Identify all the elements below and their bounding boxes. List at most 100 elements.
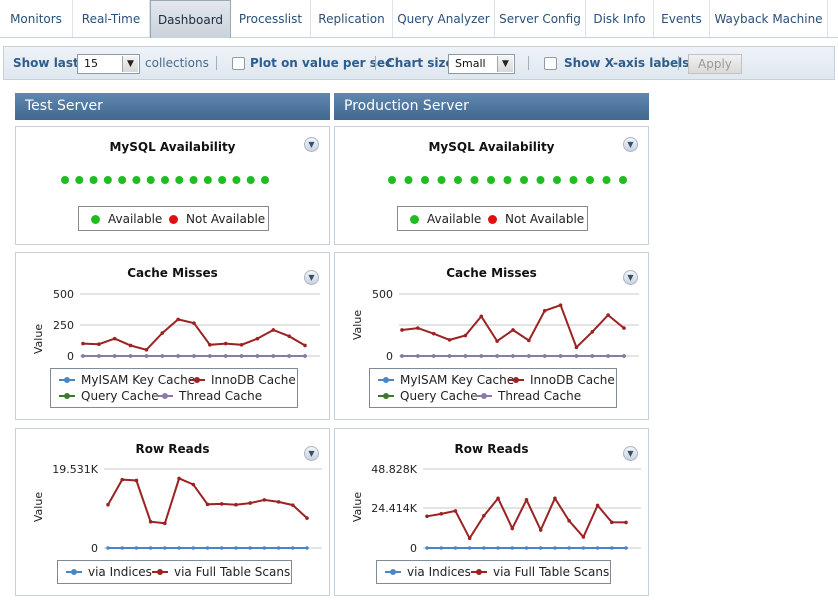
legend-innodb-cache[interactable]: InnoDB Cache bbox=[189, 373, 296, 387]
data-point bbox=[148, 519, 153, 524]
availability-point bbox=[586, 176, 594, 184]
show-last-label: Show last bbox=[13, 56, 79, 70]
legend-not-available[interactable]: Not Available bbox=[169, 212, 265, 226]
plot-per-sec-label[interactable]: Plot on value per sec bbox=[250, 56, 393, 70]
legend-available[interactable]: Available bbox=[410, 212, 481, 226]
tab-replication[interactable]: Replication bbox=[311, 0, 393, 37]
data-point bbox=[463, 333, 468, 338]
availability-point bbox=[553, 176, 561, 184]
legend-via-indices[interactable]: via Indices bbox=[385, 565, 471, 579]
tab-disk-info[interactable]: Disk Info bbox=[586, 0, 654, 37]
chevron-down-icon[interactable]: ▼ bbox=[497, 56, 513, 72]
divider bbox=[375, 56, 376, 70]
data-point bbox=[400, 354, 404, 358]
plot-per-sec-checkbox[interactable] bbox=[232, 57, 245, 70]
data-point bbox=[239, 343, 244, 347]
availability-point bbox=[404, 176, 413, 184]
tab-server-config[interactable]: Server Config bbox=[495, 0, 586, 37]
data-point bbox=[567, 546, 571, 550]
show-last-value: 15 bbox=[84, 57, 98, 70]
legend-not-available[interactable]: Not Available bbox=[488, 212, 584, 226]
data-point bbox=[248, 546, 252, 550]
availability-point bbox=[103, 176, 112, 184]
legend-via-full-table-scans[interactable]: via Full Table Scans bbox=[471, 565, 609, 579]
chart-menu-icon[interactable]: ▼ bbox=[304, 446, 319, 461]
data-point bbox=[205, 502, 210, 507]
tab-events[interactable]: Events bbox=[654, 0, 710, 37]
series-line-icon bbox=[66, 569, 82, 575]
chart-menu-icon[interactable]: ▼ bbox=[623, 270, 638, 285]
y-tick-label: 0 bbox=[67, 350, 74, 363]
data-point bbox=[496, 546, 500, 550]
series-line-icon bbox=[378, 377, 394, 383]
legend-myisam-key-cache[interactable]: MyISAM Key Cache bbox=[378, 373, 514, 387]
legend-query-cache[interactable]: Query Cache bbox=[378, 389, 478, 403]
chevron-down-icon[interactable]: ▼ bbox=[122, 56, 138, 72]
availability-point bbox=[132, 176, 141, 184]
tab-dashboard[interactable]: Dashboard bbox=[150, 0, 231, 38]
legend-thread-cache[interactable]: Thread Cache bbox=[157, 389, 262, 403]
availability-point bbox=[487, 176, 495, 184]
legend-label: MyISAM Key Cache bbox=[81, 373, 196, 387]
chart-menu-icon[interactable]: ▼ bbox=[304, 137, 319, 152]
legend-myisam-key-cache[interactable]: MyISAM Key Cache bbox=[59, 373, 195, 387]
data-point bbox=[276, 500, 281, 504]
apply-button[interactable]: Apply bbox=[688, 54, 742, 74]
legend-via-full-table-scans[interactable]: via Full Table Scans bbox=[152, 565, 290, 579]
data-point bbox=[144, 348, 149, 352]
show-x-axis-labels-checkbox[interactable] bbox=[544, 57, 557, 70]
cache-misses-legend: MyISAM Key Cache InnoDB Cache Query Cach… bbox=[369, 368, 617, 408]
data-point bbox=[81, 354, 85, 358]
data-point bbox=[112, 336, 117, 341]
tab-monitors[interactable]: Monitors bbox=[0, 0, 73, 37]
data-point bbox=[262, 546, 267, 550]
show-x-axis-labels-label[interactable]: Show X-axis labels bbox=[564, 56, 690, 70]
chart-size-select[interactable]: Small ▼ bbox=[448, 54, 515, 74]
data-point bbox=[106, 502, 110, 507]
chart-menu-icon[interactable]: ▼ bbox=[623, 446, 638, 461]
panel-title: Cache Misses bbox=[446, 266, 537, 280]
data-point bbox=[453, 509, 458, 513]
data-point bbox=[248, 501, 252, 505]
legend-innodb-cache[interactable]: InnoDB Cache bbox=[508, 373, 615, 387]
tab-real-time[interactable]: Real-Time bbox=[73, 0, 150, 37]
show-last-select[interactable]: 15 ▼ bbox=[77, 54, 140, 74]
data-point bbox=[223, 354, 228, 358]
data-point bbox=[271, 328, 276, 332]
divider bbox=[216, 56, 217, 70]
data-point bbox=[290, 546, 295, 550]
data-point bbox=[574, 354, 579, 358]
data-point bbox=[191, 546, 196, 550]
y-axis-label: Value bbox=[32, 492, 45, 522]
chart-menu-icon[interactable]: ▼ bbox=[623, 137, 638, 152]
data-point bbox=[510, 526, 515, 531]
legend-thread-cache[interactable]: Thread Cache bbox=[476, 389, 581, 403]
availability-point bbox=[189, 176, 198, 184]
legend-label: Not Available bbox=[186, 212, 266, 226]
tab-processlist[interactable]: Processlist bbox=[231, 0, 311, 37]
data-point bbox=[287, 354, 291, 358]
panel-title: MySQL Availability bbox=[428, 140, 555, 154]
data-point bbox=[479, 354, 484, 358]
y-axis-label: Value bbox=[351, 492, 364, 522]
tab-wayback-machine[interactable]: Wayback Machine bbox=[710, 0, 828, 37]
data-point bbox=[120, 546, 125, 550]
chart-menu-icon[interactable]: ▼ bbox=[304, 270, 319, 285]
data-point bbox=[524, 546, 529, 550]
dashboard-options-bar: Show last 15 ▼ collections Plot on value… bbox=[3, 46, 835, 80]
data-point bbox=[431, 354, 436, 358]
divider bbox=[678, 56, 679, 70]
data-point bbox=[482, 546, 486, 550]
y-tick-label: 500 bbox=[372, 288, 393, 301]
legend-label: Not Available bbox=[505, 212, 585, 226]
data-point bbox=[495, 339, 499, 343]
y-axis-label: Value bbox=[351, 310, 364, 340]
legend-label: InnoDB Cache bbox=[211, 373, 296, 387]
tab-query-analyzer[interactable]: Query Analyzer bbox=[393, 0, 495, 37]
legend-available[interactable]: Available bbox=[91, 212, 162, 226]
legend-via-indices[interactable]: via Indices bbox=[66, 565, 152, 579]
data-point bbox=[239, 354, 244, 358]
y-axis-label: Value bbox=[32, 324, 45, 354]
legend-query-cache[interactable]: Query Cache bbox=[59, 389, 159, 403]
data-point bbox=[192, 321, 196, 325]
